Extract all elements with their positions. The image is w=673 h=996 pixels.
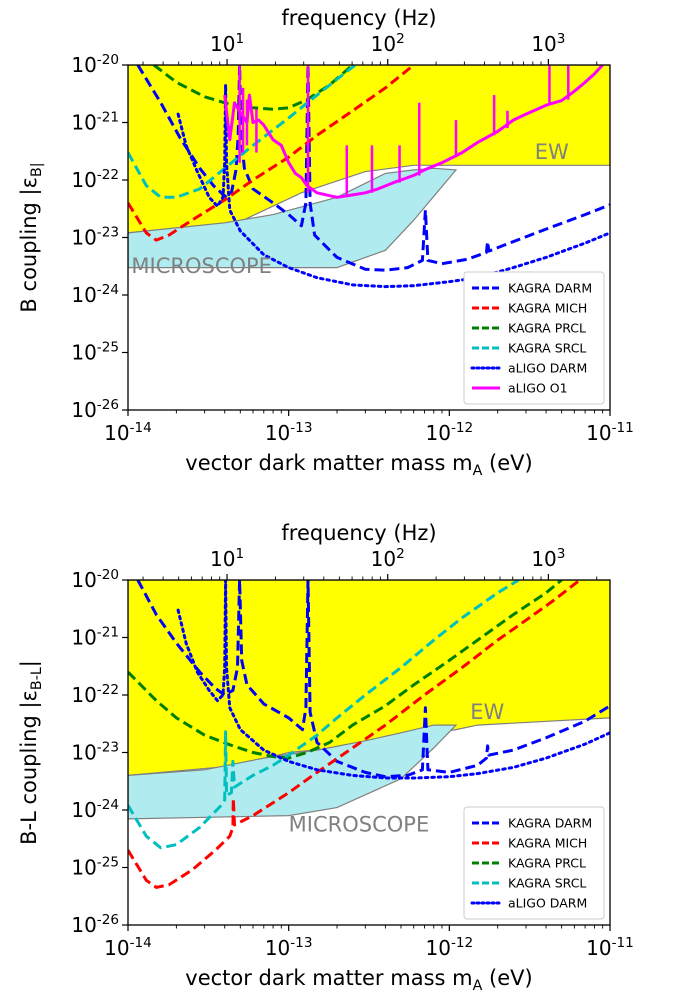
plot-content: [128, 65, 610, 289]
region-label-microscope: MICROSCOPE: [131, 254, 272, 278]
x-tick-label: 10-14​: [104, 935, 152, 960]
legend-label-kagra-mich: KAGRA MICH: [508, 836, 587, 851]
legend-label-kagra-prcl: KAGRA PRCL: [508, 321, 586, 336]
x-tick-label: 10-11​: [586, 420, 634, 445]
series-kagra-prcl: [128, 580, 563, 760]
series-aligo-o1: [223, 65, 604, 199]
region-label-microscope: MICROSCOPE: [289, 813, 430, 837]
y-tick-label: 10-24​: [71, 797, 119, 822]
y-tick-label: 10-23​: [71, 740, 119, 765]
x-tick-label: 10-13​: [265, 420, 313, 445]
y-axis-title: B coupling |εB|​: [17, 162, 45, 312]
y-tick-label: 10-25​: [71, 340, 119, 365]
y-tick-label: 10-22​: [71, 682, 119, 707]
series-kagra-srcl: [128, 580, 520, 850]
series-kagra-darm: [136, 580, 610, 779]
top-axis-title: frequency (Hz): [281, 521, 436, 545]
legend-label-kagra-darm: KAGRA DARM: [508, 281, 592, 296]
y-tick-label: 10-26​: [71, 912, 119, 937]
x-tick-label: 10-11​: [586, 935, 634, 960]
y-tick-label: 10-20​: [71, 567, 119, 592]
top-tick-label: 101​: [210, 546, 244, 571]
series-kagra-srcl: [128, 65, 357, 199]
panel-b-minus-l-coupling: EW MICROSCOPE 10-14​ 10-13​ 10-12​ 10-11​ 10-2…: [17, 521, 634, 994]
legend-label-kagra-srcl: KAGRA SRCL: [508, 876, 586, 891]
legend-box: [463, 806, 605, 920]
legend-label-aligo-o1: aLIGO O1: [508, 381, 568, 396]
y-axis-title: B-L coupling |εB-L|: [17, 660, 45, 845]
legend-label-kagra-mich: KAGRA MICH: [508, 301, 587, 316]
top-tick-label: 103​: [531, 546, 565, 571]
region-label-ew: EW: [535, 140, 569, 164]
y-tick-label: 10-22​: [71, 167, 119, 192]
y-tick-label: 10-24​: [71, 282, 119, 307]
series-kagra-mich: [128, 65, 415, 242]
y-tick-label: 10-23​: [71, 225, 119, 250]
series-kagra-mich: [128, 580, 581, 889]
top-tick-label: 101​: [210, 31, 244, 56]
top-tick-label: 102​: [371, 546, 405, 571]
legend-label-aligo-darm: aLIGO DARM: [508, 896, 587, 911]
x-tick-label: 10-14​: [104, 420, 152, 445]
x-tick-label: 10-13​: [265, 935, 313, 960]
top-tick-label: 102​: [371, 31, 405, 56]
y-tick-label: 10-21​: [71, 110, 119, 135]
y-tick-label: 10-21​: [71, 625, 119, 650]
legend-label-kagra-darm: KAGRA DARM: [508, 816, 592, 831]
legend-label-kagra-prcl: KAGRA PRCL: [508, 856, 586, 871]
legend: KAGRA DARM KAGRA MICH KAGRA PRCL KAGRA SRCL…: [463, 271, 605, 405]
legend-label-aligo-darm: aLIGO DARM: [508, 361, 587, 376]
y-tick-label: 10-25​: [71, 855, 119, 880]
x-axis-title: vector dark matter mass mA (eV): [185, 451, 532, 479]
top-tick-label: 103​: [531, 31, 565, 56]
y-tick-label: 10-20​: [71, 52, 119, 77]
x-tick-label: 10-12​: [426, 420, 474, 445]
region-label-ew: EW: [470, 700, 504, 724]
plot-content: [128, 580, 610, 889]
x-axis-title: vector dark matter mass mA (eV): [185, 966, 532, 994]
legend: KAGRA DARM KAGRA MICH KAGRA PRCL KAGRA SRCL…: [463, 806, 605, 920]
series-kagra-darm: [136, 65, 610, 272]
series-aligo-darm: [176, 580, 610, 780]
region-microscope: [128, 724, 458, 820]
y-tick-label: 10-26​: [71, 397, 119, 422]
legend-box: [463, 271, 605, 405]
top-axis-title: frequency (Hz): [281, 6, 436, 30]
panel-b-coupling: EW MICROSCOPE 10-14​ 10-13​ 10-12​ 10-11​ 10-2…: [17, 6, 634, 479]
x-tick-label: 10-12​: [426, 935, 474, 960]
legend-label-kagra-srcl: KAGRA SRCL: [508, 341, 586, 356]
